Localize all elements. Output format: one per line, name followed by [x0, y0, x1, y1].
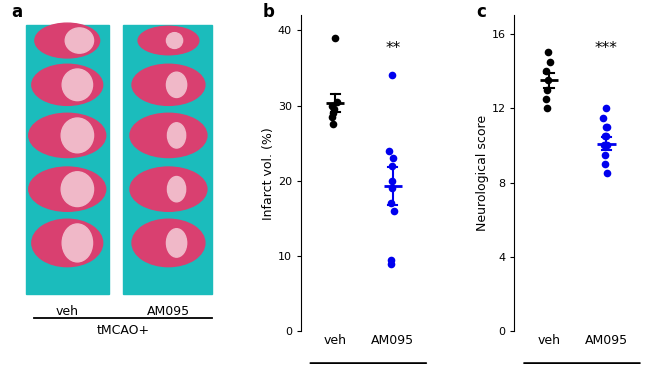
Y-axis label: Infarct vol. (%): Infarct vol. (%): [262, 127, 275, 220]
Ellipse shape: [32, 219, 103, 267]
Text: AM095: AM095: [147, 304, 190, 318]
Ellipse shape: [130, 167, 207, 211]
Point: [542, 105, 552, 111]
Point: [541, 68, 551, 74]
Point: [387, 178, 398, 184]
Point: [388, 208, 399, 214]
Ellipse shape: [167, 123, 186, 148]
Point: [327, 114, 338, 120]
Ellipse shape: [167, 176, 186, 202]
Point: [600, 152, 610, 158]
Point: [386, 186, 397, 192]
Text: a: a: [12, 3, 23, 21]
Text: veh: veh: [56, 304, 79, 318]
Point: [541, 96, 552, 102]
Text: c: c: [477, 3, 487, 21]
Point: [386, 200, 396, 207]
Ellipse shape: [138, 26, 199, 55]
Bar: [26, 25, 109, 293]
Point: [386, 257, 397, 263]
Ellipse shape: [29, 167, 106, 211]
Ellipse shape: [132, 219, 205, 267]
Point: [388, 155, 398, 161]
Point: [602, 170, 613, 176]
Ellipse shape: [62, 224, 92, 262]
Point: [543, 50, 554, 56]
Text: b: b: [263, 3, 275, 21]
Point: [600, 133, 611, 139]
Point: [545, 59, 556, 65]
Point: [541, 86, 552, 93]
Ellipse shape: [35, 23, 100, 58]
Ellipse shape: [167, 33, 182, 48]
Point: [600, 161, 610, 167]
Point: [386, 261, 396, 267]
Point: [328, 122, 338, 128]
Point: [384, 148, 395, 154]
Ellipse shape: [65, 28, 94, 53]
Point: [329, 106, 339, 112]
Point: [601, 124, 611, 130]
Point: [327, 110, 338, 116]
Ellipse shape: [167, 229, 187, 257]
Ellipse shape: [32, 64, 103, 106]
Point: [598, 115, 608, 121]
Text: **: **: [385, 42, 400, 56]
Point: [329, 35, 340, 41]
Point: [331, 99, 342, 105]
Ellipse shape: [130, 113, 207, 157]
Ellipse shape: [61, 172, 94, 207]
Text: ***: ***: [595, 42, 618, 56]
Point: [602, 124, 612, 130]
Point: [599, 142, 609, 149]
Point: [387, 72, 398, 78]
Ellipse shape: [167, 72, 187, 98]
Ellipse shape: [61, 118, 94, 153]
Ellipse shape: [132, 64, 205, 106]
Bar: [123, 25, 212, 293]
Ellipse shape: [29, 113, 106, 157]
Ellipse shape: [62, 69, 92, 101]
Point: [543, 77, 553, 83]
Point: [601, 105, 611, 111]
Point: [601, 133, 611, 139]
Point: [327, 102, 337, 109]
Point: [387, 163, 398, 169]
Point: [602, 142, 613, 149]
Y-axis label: Neurological score: Neurological score: [476, 115, 489, 231]
Text: tMCAO+: tMCAO+: [96, 323, 150, 336]
